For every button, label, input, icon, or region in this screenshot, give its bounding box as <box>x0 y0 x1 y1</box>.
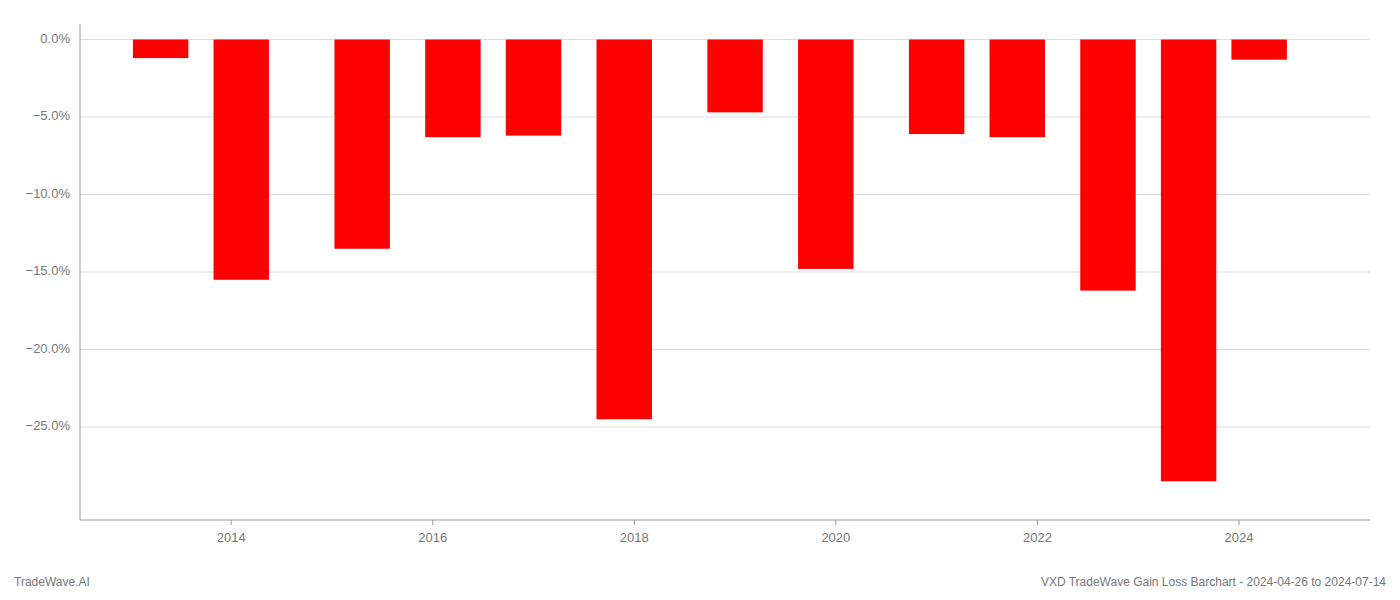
y-tick-label: −10.0% <box>26 186 71 201</box>
bar <box>506 40 561 136</box>
x-tick-label: 2016 <box>418 530 447 545</box>
x-tick-label: 2014 <box>217 530 246 545</box>
y-tick-label: −25.0% <box>26 418 71 433</box>
bar <box>909 40 964 135</box>
x-tick-label: 2024 <box>1225 530 1254 545</box>
x-tick <box>1037 520 1038 525</box>
chart-title: VXD TradeWave Gain Loss Barchart - 2024-… <box>1041 575 1386 589</box>
x-tick <box>231 520 232 525</box>
x-tick <box>634 520 635 525</box>
watermark: TradeWave.AI <box>14 575 90 589</box>
bar <box>798 40 853 269</box>
bar <box>334 40 389 249</box>
x-tick <box>432 520 433 525</box>
bars <box>133 40 1287 482</box>
bar <box>214 40 269 280</box>
bar <box>990 40 1045 138</box>
bar <box>425 40 480 138</box>
bar <box>1161 40 1216 482</box>
y-tick-label: −20.0% <box>26 341 71 356</box>
bar <box>597 40 652 420</box>
bar <box>1231 40 1286 60</box>
x-tick-label: 2022 <box>1023 530 1052 545</box>
bar <box>707 40 762 113</box>
x-tick <box>835 520 836 525</box>
y-axis-line <box>80 24 81 520</box>
y-tick-label: −15.0% <box>26 263 71 278</box>
x-tick <box>1238 520 1239 525</box>
chart-container: 0.0% −5.0% −10.0% −15.0% −20.0% −25.0% 2014 201… <box>0 0 1400 600</box>
x-tick-label: 2018 <box>620 530 649 545</box>
x-tick-label: 2020 <box>821 530 850 545</box>
y-tick-label: 0.0% <box>40 31 70 46</box>
y-tick-label: −5.0% <box>33 108 71 123</box>
bar <box>133 40 188 59</box>
chart-svg: 0.0% −5.0% −10.0% −15.0% −20.0% −25.0% 2014 201… <box>0 0 1400 600</box>
x-axis-line <box>80 520 1370 521</box>
bar <box>1080 40 1135 291</box>
